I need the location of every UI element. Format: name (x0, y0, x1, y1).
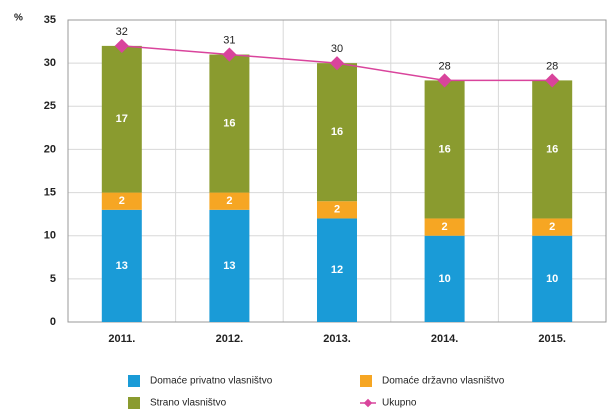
bar-segment (532, 80, 573, 219)
data-label: 2 (334, 204, 340, 216)
data-label: 13 (116, 260, 128, 272)
y-tick-label: 15 (44, 186, 56, 198)
bar-segment (317, 218, 357, 322)
legend-swatch (128, 397, 140, 409)
y-tick-label: 5 (50, 273, 56, 285)
bar-segment (532, 235, 573, 322)
data-label: 2 (549, 221, 555, 233)
data-label: 16 (223, 117, 235, 129)
legend-label: Domaće privatno vlasništvo (150, 376, 273, 387)
bar-segment (424, 218, 465, 236)
data-label: 10 (546, 273, 558, 285)
x-tick-label: 2015. (538, 333, 566, 345)
y-tick-label: 35 (44, 14, 56, 26)
total-label: 31 (223, 34, 235, 46)
bar-segment (209, 209, 250, 322)
data-label: 12 (331, 264, 343, 276)
bar-segment (424, 235, 465, 322)
x-tick-label: 2012. (216, 333, 244, 345)
legend-label: Ukupno (382, 398, 417, 409)
bar-segment (532, 218, 573, 236)
bar-segment (101, 209, 142, 322)
x-tick-label: 2014. (431, 333, 459, 345)
bar-segment (209, 54, 250, 193)
legend-swatch (128, 375, 140, 387)
y-tick-label: 20 (44, 143, 56, 155)
total-label: 28 (438, 60, 450, 72)
legend-swatch (360, 375, 372, 387)
total-label: 32 (116, 26, 128, 38)
total-label: 28 (546, 60, 558, 72)
data-label: 17 (116, 113, 128, 125)
legend-label: Domaće državno vlasništvo (382, 376, 505, 387)
data-label: 2 (442, 221, 448, 233)
y-tick-label: 10 (44, 230, 56, 242)
data-label: 16 (331, 126, 343, 138)
bar-segment (317, 201, 357, 219)
bar-segment (209, 192, 250, 210)
legend-label: Strano vlasništvo (150, 398, 227, 409)
total-marker (329, 56, 345, 71)
y-tick-label: 30 (44, 57, 56, 69)
x-tick-label: 2011. (108, 333, 135, 345)
bar-segment (424, 80, 465, 219)
legend-marker (363, 398, 373, 408)
bar-segment (101, 45, 142, 193)
total-marker (437, 73, 452, 88)
data-label: 10 (438, 273, 450, 285)
bar-segment (101, 192, 142, 210)
data-label: 2 (119, 195, 125, 207)
data-label: 13 (223, 260, 235, 272)
total-label: 30 (331, 43, 343, 55)
data-label: 16 (546, 143, 558, 155)
data-label: 16 (438, 143, 450, 155)
bar-segment (317, 63, 357, 202)
x-tick-label: 2013. (323, 333, 351, 345)
total-marker (545, 73, 560, 88)
y-tick-label: 0 (50, 316, 56, 328)
y-axis-label: % (14, 13, 23, 24)
y-tick-label: 25 (44, 100, 56, 112)
data-label: 2 (226, 195, 232, 207)
